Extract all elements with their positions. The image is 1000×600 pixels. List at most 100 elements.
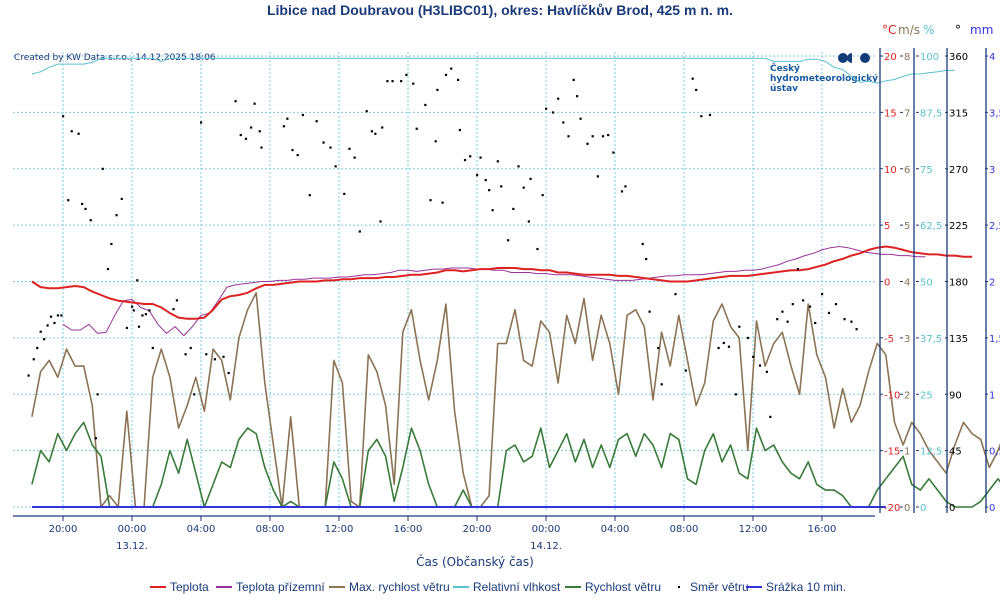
wind-direction-point bbox=[250, 126, 253, 129]
wind-direction-point bbox=[479, 156, 482, 159]
wind-direction-point bbox=[444, 73, 448, 76]
legend-item: Teplota přízemní bbox=[236, 580, 325, 594]
wind-direction-point bbox=[101, 167, 104, 170]
x-date-label: 14.12. bbox=[530, 541, 562, 552]
wind-direction-point bbox=[612, 151, 615, 154]
wind-direction-point bbox=[765, 370, 768, 373]
wind-direction-point bbox=[334, 165, 337, 168]
wind-direction-point bbox=[457, 78, 460, 82]
wind-direction-point bbox=[27, 374, 30, 377]
axis-tick-rain: 1,5 bbox=[989, 334, 1000, 345]
wind-direction-point bbox=[141, 314, 144, 317]
wind-direction-point bbox=[781, 310, 784, 313]
wind-direction-point bbox=[591, 135, 594, 138]
wind-direction-point bbox=[834, 303, 837, 306]
wind-direction-point bbox=[144, 313, 147, 316]
logo-line-2: hydrometeorologický bbox=[770, 74, 878, 84]
wind-direction-point bbox=[769, 415, 772, 418]
axis-tick-wind: 6 bbox=[904, 165, 910, 176]
x-tick-label: 16:00 bbox=[808, 524, 837, 535]
wind-direction-point bbox=[53, 321, 56, 325]
wind-direction-point bbox=[717, 346, 720, 350]
wind-direction-point bbox=[576, 95, 579, 98]
axis-tick-hum: 75 bbox=[920, 165, 933, 176]
wind-direction-point bbox=[496, 160, 499, 163]
axis-tick-rain: 2,5 bbox=[989, 221, 1000, 232]
series-line-teplota bbox=[31, 245, 973, 320]
wind-direction-point bbox=[67, 199, 70, 202]
axis-tick-rain: 1 bbox=[989, 390, 995, 401]
axis-tick-hum: 25 bbox=[920, 390, 933, 401]
wind-direction-point bbox=[645, 257, 648, 261]
wind-direction-point bbox=[131, 305, 134, 308]
wind-direction-point bbox=[239, 133, 242, 137]
grid bbox=[13, 52, 875, 511]
wind-direction-point bbox=[855, 328, 858, 331]
axis-tick-rain: 2 bbox=[989, 278, 995, 289]
wind-direction-point bbox=[89, 219, 92, 222]
wind-direction-point bbox=[802, 299, 805, 302]
wind-direction-point bbox=[434, 140, 437, 143]
x-tick-label: 08:00 bbox=[256, 524, 285, 535]
wind-direction-point bbox=[648, 310, 651, 313]
wind-direction-point bbox=[296, 153, 299, 157]
wind-direction-point bbox=[491, 209, 494, 212]
legend-item: Relativní vlhkost bbox=[473, 580, 561, 594]
wind-direction-point bbox=[500, 185, 503, 188]
wind-direction-point bbox=[39, 330, 42, 333]
wind-direction-point bbox=[60, 314, 63, 317]
wind-direction-point bbox=[32, 358, 35, 361]
wind-direction-point bbox=[727, 345, 731, 348]
wind-direction-point bbox=[205, 353, 208, 356]
axis-tick-temp: 15 bbox=[884, 108, 897, 119]
wind-direction-point bbox=[151, 346, 154, 350]
wind-direction-point bbox=[222, 355, 225, 358]
wind-direction-point bbox=[110, 242, 113, 246]
wind-direction-point bbox=[722, 341, 725, 345]
wind-direction-point bbox=[365, 110, 368, 113]
x-tick-label: 00:00 bbox=[532, 524, 561, 535]
axis-tick-temp: -20 bbox=[884, 503, 900, 514]
wind-direction-point bbox=[424, 103, 427, 107]
axis-tick-dir: 180 bbox=[949, 278, 968, 289]
axis-tick-dir: 315 bbox=[949, 108, 968, 119]
axes-layer: 20151050-5-10-15-20°C876543210m/s10087,5… bbox=[879, 23, 1000, 514]
legend-item: Srážka 10 min. bbox=[766, 580, 846, 594]
wind-direction-point bbox=[94, 437, 97, 440]
axis-tick-rain: 4 bbox=[989, 52, 995, 63]
chmi-logo: Český hydrometeorologický ústav bbox=[770, 53, 878, 94]
axis-unit-wind: m/s bbox=[898, 23, 920, 37]
axis-unit-hum: % bbox=[923, 23, 934, 37]
axis-tick-rain: 3,5 bbox=[989, 108, 1000, 119]
axis-tick-dir: 0 bbox=[949, 503, 955, 514]
wind-direction-point bbox=[148, 309, 151, 312]
x-axis-label: Čas (Občanský čas) bbox=[416, 554, 534, 569]
wind-direction-point bbox=[786, 320, 789, 323]
wind-direction-point bbox=[536, 247, 539, 251]
wind-direction-point bbox=[43, 338, 46, 341]
wind-direction-point bbox=[36, 346, 39, 350]
wind-direction-point bbox=[115, 214, 118, 217]
logo-half-icon bbox=[847, 53, 852, 63]
series-line-max-rychlost-v-tru bbox=[31, 291, 1000, 508]
wind-direction-point bbox=[458, 128, 461, 132]
wind-direction-point bbox=[821, 293, 824, 296]
wind-direction-point bbox=[286, 117, 289, 120]
legend-marker-dot bbox=[678, 586, 680, 588]
wind-direction-point bbox=[282, 125, 285, 128]
axis-tick-hum: 62,5 bbox=[920, 221, 942, 232]
wind-direction-point bbox=[132, 309, 135, 312]
wind-direction-point bbox=[708, 113, 712, 117]
wind-direction-point bbox=[607, 133, 610, 137]
wind-direction-point bbox=[381, 126, 384, 129]
wind-direction-point bbox=[322, 141, 325, 144]
wind-direction-point bbox=[843, 318, 846, 321]
axis-tick-hum: 0 bbox=[920, 503, 926, 514]
axis-unit-rain: mm bbox=[970, 23, 993, 37]
wind-direction-point bbox=[136, 279, 139, 282]
x-tick-label: 00:00 bbox=[118, 524, 147, 535]
wind-direction-point bbox=[488, 189, 491, 192]
axis-tick-temp: -5 bbox=[884, 334, 894, 345]
legend-item: Teplota bbox=[170, 580, 209, 594]
wind-direction-point bbox=[370, 130, 373, 133]
